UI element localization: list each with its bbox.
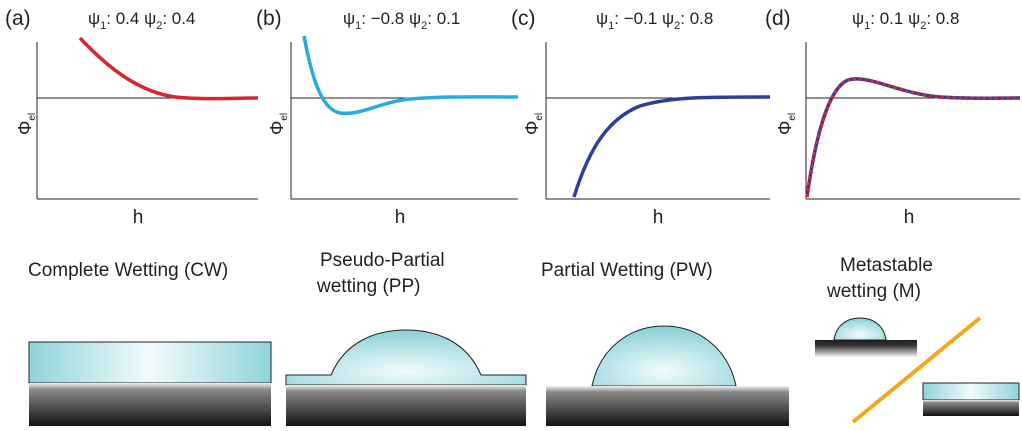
droplet: [591, 325, 737, 387]
small-droplet: [833, 317, 887, 341]
panel-tag-c: (c): [511, 7, 536, 30]
illustration-partial-wetting: [546, 325, 789, 426]
illustration-metastable: [815, 316, 1020, 424]
panel-tag-a: (a): [5, 7, 31, 30]
regime-label-m-line1: Metastable: [840, 255, 933, 276]
drop-on-film: [285, 329, 527, 386]
substrate: [29, 383, 271, 426]
substrate-upper: [815, 340, 917, 357]
panel-c: (c) ψ1: −0.1 ψ2: 0.8 Φel h: [511, 7, 771, 228]
liquid-film: [28, 341, 272, 384]
substrate: [546, 386, 789, 426]
psi-params-c: ψ1: −0.1 ψ2: 0.8: [596, 9, 713, 32]
psi-params-a: ψ1: 0.4 ψ2: 0.4: [88, 9, 195, 32]
regime-label-pw: Partial Wetting (PW): [541, 260, 713, 281]
illustration-pseudo-partial: [285, 329, 527, 426]
y-axis-label-c: Φel: [522, 113, 545, 135]
svg-text:Φel: Φel: [267, 113, 290, 135]
substrate-lower: [923, 400, 1019, 416]
potential-curve-d: [805, 77, 1021, 198]
y-axis-label-d: Φel: [775, 113, 798, 135]
panel-a: (a) ψ1: 0.4 ψ2: 0.4 Φel h: [5, 7, 259, 228]
substrate: [286, 385, 526, 426]
svg-text:Φel: Φel: [522, 113, 545, 135]
panel-tag-d: (d): [765, 7, 791, 30]
thin-film: [922, 382, 1020, 401]
x-axis-label-b: h: [395, 207, 406, 228]
svg-text:Φel: Φel: [775, 113, 798, 135]
panel-d: (d) ψ1: 0.1 ψ2: 0.8 Φel h: [765, 7, 1021, 228]
panel-tag-b: (b): [256, 7, 282, 30]
psi-params-d: ψ1: 0.1 ψ2: 0.8: [852, 9, 959, 32]
regime-label-m-line2: wetting (M): [826, 281, 921, 302]
svg-text:Φel: Φel: [15, 113, 38, 135]
divider-line: [851, 316, 982, 424]
x-axis-label-c: h: [653, 207, 664, 228]
y-axis-label-b: Φel: [267, 113, 290, 135]
potential-curve-d-overlay: [805, 77, 1021, 198]
regime-label-pp-line2: wetting (PP): [316, 276, 420, 297]
y-axis-label-a: Φel: [15, 113, 38, 135]
potential-curve-a: [78, 36, 259, 101]
illustration-complete-wetting: [28, 341, 272, 426]
x-axis-label-a: h: [133, 207, 144, 228]
x-axis-label-d: h: [904, 207, 915, 228]
regime-label-pp-line1: Pseudo-Partial: [320, 250, 445, 271]
panel-b: (b) ψ1: −0.8 ψ2: 0.1 Φel h: [256, 7, 519, 228]
potential-curve-c: [572, 95, 771, 198]
regime-label-cw: Complete Wetting (CW): [28, 260, 228, 281]
potential-curve-b: [302, 35, 519, 116]
psi-params-b: ψ1: −0.8 ψ2: 0.1: [343, 9, 460, 32]
